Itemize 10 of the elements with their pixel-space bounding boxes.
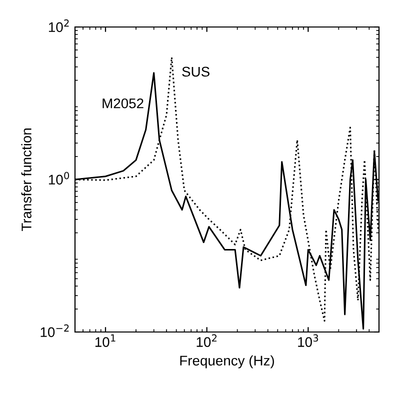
y-tick-label: 10$^{0}$ xyxy=(48,172,70,185)
x-tick-label: 10$^{1}$ xyxy=(95,334,116,347)
series-label: SUS xyxy=(182,66,210,77)
y-axis-title: Transfer function xyxy=(21,128,32,232)
x-tick-label: 10$^{2}$ xyxy=(196,334,217,347)
y-tick-label: 10$^{−2}$ xyxy=(40,324,69,338)
y-tick-label: 10$^{2}$ xyxy=(48,19,69,32)
x-axis-title: Frequency (Hz) xyxy=(180,355,274,368)
x-tick-label: 10$^{3}$ xyxy=(298,334,318,347)
series-label: M2052 xyxy=(102,98,144,108)
